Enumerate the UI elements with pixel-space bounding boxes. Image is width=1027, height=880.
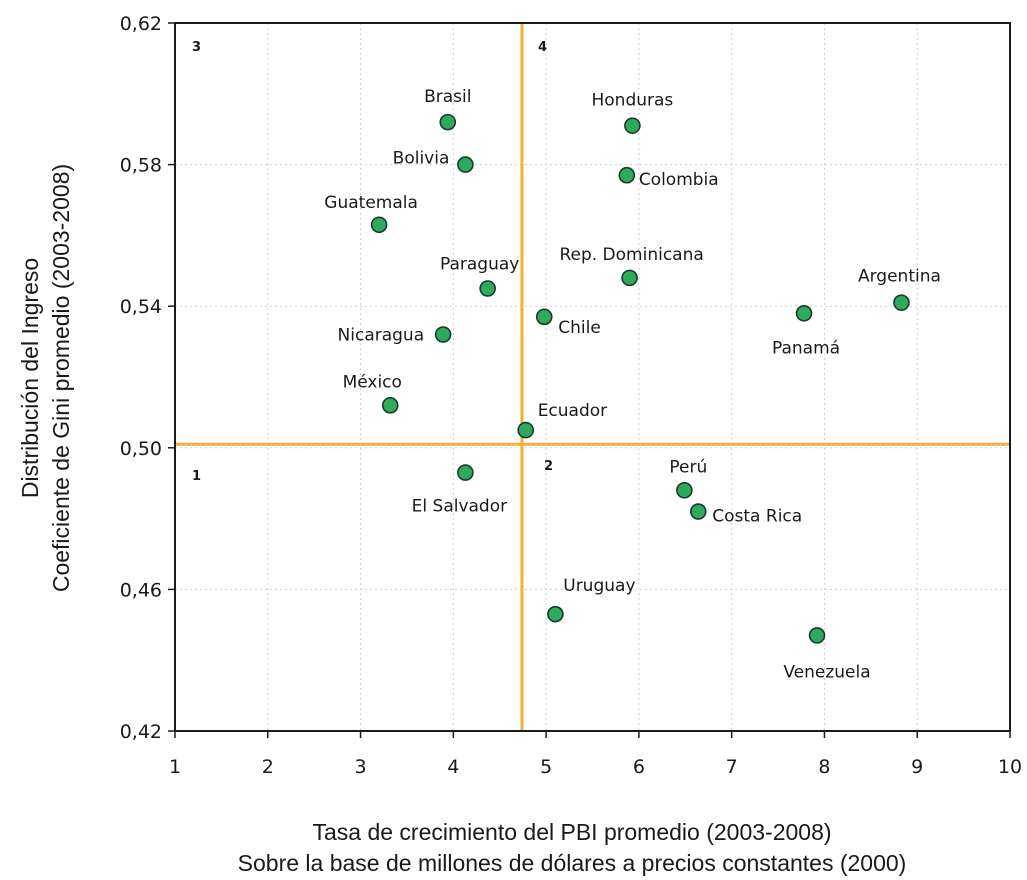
quadrant-labels: 3 4 1 2 bbox=[192, 40, 553, 484]
data-label: Argentina bbox=[858, 267, 941, 287]
y-tick-label: 0,42 bbox=[120, 721, 162, 743]
y-tick-label: 0,54 bbox=[120, 296, 162, 318]
data-point bbox=[795, 304, 813, 322]
data-label: Chile bbox=[558, 318, 601, 338]
data-label: México bbox=[343, 372, 402, 392]
data-label: Nicaragua bbox=[338, 326, 425, 346]
reference-lines bbox=[175, 23, 1010, 731]
quadrant-label-3: 3 bbox=[192, 40, 201, 55]
grid bbox=[174, 22, 1011, 732]
y-axis-title-line2: Coeficiente de Gini promedio (2003-2008) bbox=[48, 164, 74, 592]
data-point bbox=[893, 294, 910, 311]
data-label: El Salvador bbox=[412, 497, 507, 517]
plot-frame bbox=[174, 22, 1011, 732]
x-tick-label: 8 bbox=[818, 756, 830, 778]
data-points bbox=[370, 113, 910, 644]
y-tick-label: 0,50 bbox=[120, 438, 162, 460]
x-tick-label: 7 bbox=[726, 756, 738, 778]
x-axis-title-line2: Sobre la base de millones de dólares a p… bbox=[238, 850, 907, 876]
data-point bbox=[517, 421, 535, 439]
data-point bbox=[381, 397, 399, 414]
quadrant-label-4: 4 bbox=[538, 40, 547, 55]
y-tick-label: 0,46 bbox=[120, 579, 162, 601]
y-axis: 0,42 0,46 0,50 0,54 0,58 0,62 bbox=[120, 13, 175, 743]
y-axis-title-line1: Distribución del Ingreso bbox=[17, 258, 43, 498]
data-point bbox=[439, 113, 457, 131]
data-point bbox=[808, 627, 826, 644]
data-label: Uruguay bbox=[563, 576, 635, 596]
x-tick-label: 2 bbox=[262, 756, 274, 778]
data-label: Paraguay bbox=[440, 255, 519, 275]
data-point bbox=[457, 156, 474, 173]
x-axis-title-line1: Tasa de crecimiento del PBI promedio (20… bbox=[312, 819, 831, 845]
data-point bbox=[535, 308, 553, 326]
data-point bbox=[624, 117, 641, 134]
data-point bbox=[479, 280, 496, 297]
x-tick-label: 9 bbox=[911, 756, 923, 778]
data-label: Panamá bbox=[772, 338, 840, 358]
quadrant-label-2: 2 bbox=[544, 459, 553, 474]
point-labels: Brasil Honduras Bolivia Colombia Guatemala Re… bbox=[324, 87, 941, 682]
data-label: Ecuador bbox=[538, 401, 607, 421]
data-label: Guatemala bbox=[324, 193, 418, 213]
data-label: Colombia bbox=[639, 170, 719, 190]
x-axis: 1 2 3 4 5 6 7 8 9 10 bbox=[169, 731, 1022, 778]
data-point bbox=[457, 464, 474, 481]
x-tick-label: 6 bbox=[633, 756, 645, 778]
data-label: Venezuela bbox=[783, 662, 870, 682]
data-label: Costa Rica bbox=[712, 507, 802, 527]
x-tick-label: 10 bbox=[998, 756, 1022, 778]
x-tick-label: 4 bbox=[447, 756, 459, 778]
data-point bbox=[547, 605, 564, 623]
data-label: Perú bbox=[669, 457, 707, 477]
data-point bbox=[621, 269, 638, 287]
x-tick-label: 3 bbox=[355, 756, 367, 778]
x-tick-label: 5 bbox=[540, 756, 552, 778]
y-tick-label: 0,58 bbox=[120, 155, 162, 177]
data-point bbox=[689, 503, 707, 520]
data-label: Honduras bbox=[591, 91, 673, 111]
data-point bbox=[676, 481, 693, 499]
data-point bbox=[434, 326, 452, 343]
data-point bbox=[618, 166, 636, 184]
x-tick-label: 1 bbox=[169, 756, 181, 778]
data-label: Bolivia bbox=[393, 149, 450, 169]
data-label: Rep. Dominicana bbox=[559, 245, 703, 265]
quadrant-label-1: 1 bbox=[192, 469, 201, 484]
y-tick-label: 0,62 bbox=[120, 13, 162, 35]
data-point bbox=[370, 216, 388, 234]
data-label: Brasil bbox=[424, 87, 471, 107]
